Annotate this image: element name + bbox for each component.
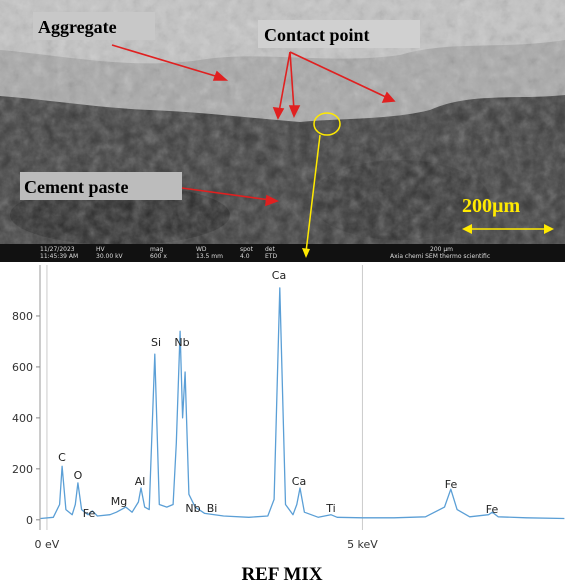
label: Aggregate [38,17,117,37]
figure: 11/27/202311:45:39 AM HV30.00 kV mag600 x W… [0,0,565,587]
peak-label: Nb [174,336,189,349]
x-tick-label: 0 eV [35,538,60,551]
info-text: Axia chemi SEM thermo scientific [390,253,490,260]
peak-label: Fe [83,507,96,520]
info-text: WD [196,246,207,253]
scale-label: 200µm [462,195,521,217]
info-text: 11:45:39 AM [40,253,78,260]
peak-label: Nb [185,502,200,515]
peak-label: Ca [272,269,286,282]
info-text: 13.5 mm [196,253,223,260]
y-tick-label: 200 [12,463,33,476]
peak-label: O [74,469,83,482]
info-text: 30.00 kV [96,253,124,260]
info-text: spot [240,246,254,253]
page: {"sem_image": { "labels": {"aggregate": … [0,0,565,587]
peak-label: Bi [207,502,218,515]
y-tick-label: 0 [26,514,33,527]
info-text: ETD [265,253,277,260]
label: Cement paste [24,177,128,197]
peak-label: Mg [111,495,127,508]
y-tick-label: 800 [12,310,33,323]
label: Contact point [264,25,370,45]
info-text: HV [96,246,106,253]
y-tick-label: 400 [12,412,33,425]
peak-label: Ca [292,475,306,488]
y-tick-label: 600 [12,361,33,374]
peak-label: Fe [445,478,458,491]
caption: REF MIX [241,564,322,585]
x-tick-label: 5 keV [347,538,378,551]
peak-label: C [58,451,66,464]
info-text: 11/27/2023 [40,246,75,253]
peak-label: Al [135,475,146,488]
peak-label: Ti [325,502,335,515]
info-text: 600 x [150,253,167,260]
info-text: 200 µm [430,246,453,253]
info-text: det [265,246,276,253]
peak-label: Si [151,336,161,349]
info-text: 4.0 [240,253,250,260]
info-text: mag [150,246,164,253]
peak-label: Fe [486,503,499,516]
